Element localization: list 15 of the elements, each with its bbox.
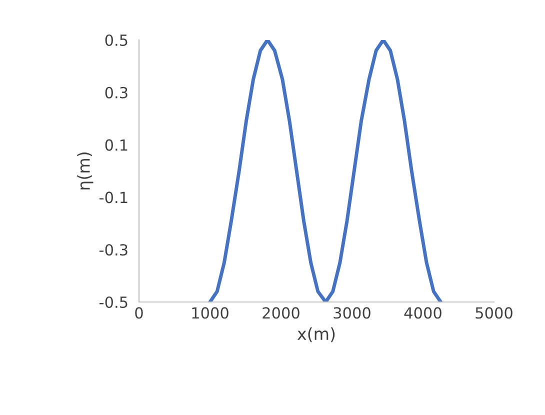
x-tick-label: 4000 (404, 307, 442, 319)
y-tick-label: -0.3 (100, 244, 128, 256)
x-axis-title: x(m) (297, 327, 335, 342)
y-tick-label: -0.1 (100, 192, 128, 204)
x-tick-label: 3000 (334, 307, 370, 319)
y-tick-label: 0.3 (105, 86, 128, 98)
x-tick-label: 2000 (262, 307, 300, 319)
y-tick-label: -0.5 (100, 296, 128, 308)
line-series (208, 40, 442, 302)
y-axis-title: η(m) (77, 152, 94, 190)
x-tick-label: 0 (135, 307, 143, 319)
y-tick-label: 0.1 (105, 139, 128, 151)
y-tick-label: 0.5 (105, 34, 128, 46)
x-tick-label: 5000 (476, 307, 512, 319)
x-tick-label: 1000 (192, 307, 228, 319)
